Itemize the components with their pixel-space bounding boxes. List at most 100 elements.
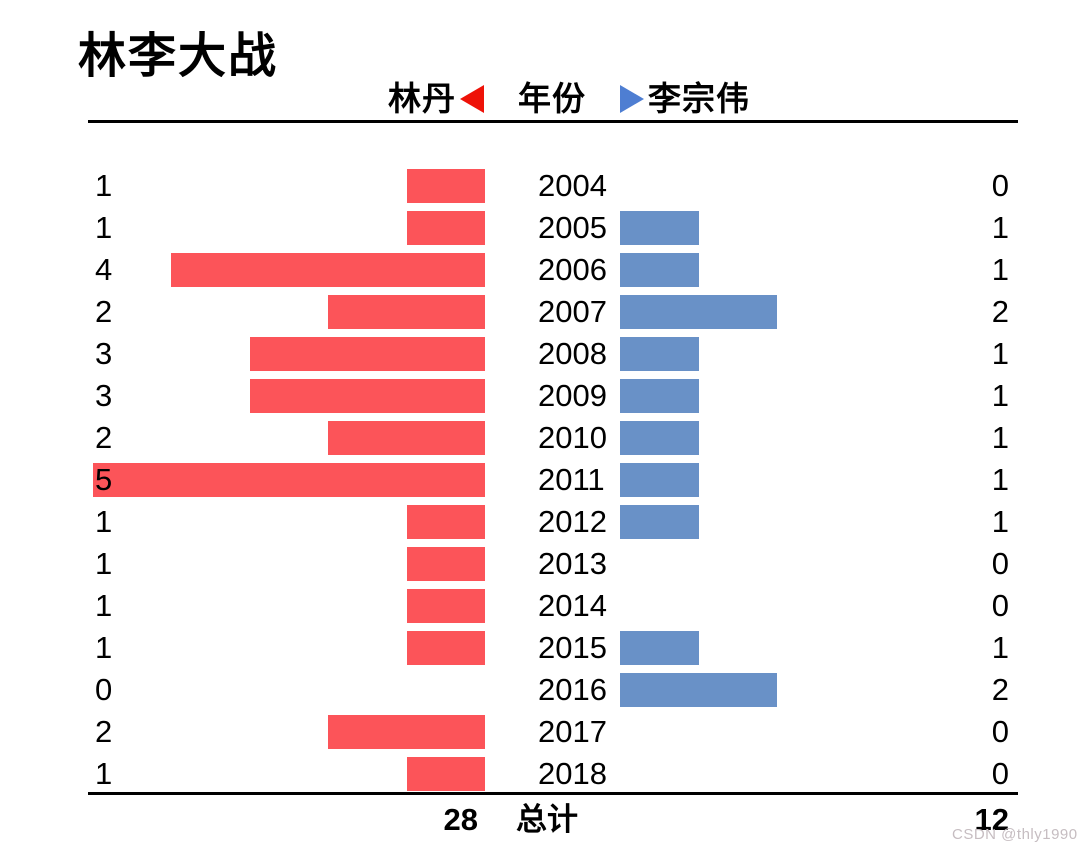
chart-row: 1 2015 1 [0, 627, 1078, 669]
lee-zong-wei-bar [620, 295, 777, 329]
chart-row: 5 2011 1 [0, 459, 1078, 501]
lee-zong-wei-bar [620, 253, 699, 287]
lin-dan-value: 1 [95, 588, 113, 623]
lin-dan-total: 28 [443, 802, 478, 837]
lee-zong-wei-value: 1 [991, 630, 1009, 665]
legend-lee-zong-wei: 李宗伟 [620, 78, 750, 120]
year-label: 2016 [538, 672, 607, 707]
chart-row: 1 2013 0 [0, 543, 1078, 585]
lin-dan-bar [406, 505, 485, 539]
lin-dan-bar [92, 463, 485, 497]
lin-dan-bar [249, 337, 485, 371]
legend-lin-dan-label: 林丹 [388, 80, 456, 117]
lin-dan-value: 2 [95, 714, 113, 749]
lee-zong-wei-total: 12 [974, 802, 1009, 837]
year-label: 2012 [538, 504, 607, 539]
year-label: 2008 [538, 336, 607, 371]
lin-dan-bar [406, 757, 485, 791]
lee-zong-wei-value: 1 [991, 462, 1009, 497]
chart-row: 1 2005 1 [0, 207, 1078, 249]
chart-row: 2 2010 1 [0, 417, 1078, 459]
lin-dan-bar [249, 379, 485, 413]
legend-lin-dan: 林丹 [388, 78, 484, 120]
totals-label: 总计 [516, 802, 578, 837]
lee-zong-wei-bar [620, 505, 699, 539]
year-label: 2015 [538, 630, 607, 665]
lin-dan-bar [328, 715, 485, 749]
year-label: 2013 [538, 546, 607, 581]
lee-zong-wei-bar [620, 211, 699, 245]
lin-dan-bar [406, 547, 485, 581]
chart-row: 1 2012 1 [0, 501, 1078, 543]
chart-title: 林李大战 [78, 30, 279, 83]
year-label: 2011 [538, 462, 605, 497]
lee-zong-wei-value: 0 [991, 168, 1009, 203]
lin-dan-bar [328, 421, 485, 455]
lee-zong-wei-bar [620, 673, 777, 707]
top-divider-line [88, 120, 1018, 123]
year-label: 2014 [538, 588, 607, 623]
lin-dan-value: 3 [95, 378, 113, 413]
lin-dan-bar [406, 169, 485, 203]
lin-dan-value: 1 [95, 546, 113, 581]
lee-zong-wei-value: 1 [991, 420, 1009, 455]
lee-zong-wei-value: 0 [991, 588, 1009, 623]
year-label: 2007 [538, 294, 607, 329]
lee-zong-wei-value: 1 [991, 378, 1009, 413]
lee-zong-wei-value: 0 [991, 756, 1009, 791]
left-arrow-icon [460, 85, 484, 113]
chart-row: 2 2007 2 [0, 291, 1078, 333]
chart-row: 4 2006 1 [0, 249, 1078, 291]
lin-dan-value: 3 [95, 336, 113, 371]
lee-zong-wei-bar [620, 337, 699, 371]
chart-row: 1 2018 0 [0, 753, 1078, 795]
lin-dan-value: 1 [95, 210, 113, 245]
legend: 林丹 年份 李宗伟 [0, 78, 1078, 120]
chart-row: 3 2008 1 [0, 333, 1078, 375]
lin-dan-value: 2 [95, 420, 113, 455]
year-label: 2009 [538, 378, 607, 413]
chart-row: 2 2017 0 [0, 711, 1078, 753]
legend-year-label: 年份 [518, 80, 586, 117]
lee-zong-wei-bar [620, 421, 699, 455]
lee-zong-wei-value: 1 [991, 336, 1009, 371]
legend-center: 年份 [518, 78, 586, 120]
year-label: 2005 [538, 210, 607, 245]
lee-zong-wei-value: 1 [991, 210, 1009, 245]
chart-row: 1 2014 0 [0, 585, 1078, 627]
lin-dan-value: 1 [95, 168, 113, 203]
bottom-divider-line [88, 792, 1018, 795]
lee-zong-wei-bar [620, 463, 699, 497]
legend-lee-zong-wei-label: 李宗伟 [648, 80, 750, 117]
lee-zong-wei-value: 2 [991, 672, 1009, 707]
lin-dan-value: 0 [95, 672, 113, 707]
year-label: 2018 [538, 756, 607, 791]
lin-dan-bar [406, 589, 485, 623]
right-arrow-icon [620, 85, 644, 113]
lee-zong-wei-bar [620, 631, 699, 665]
lee-zong-wei-value: 0 [991, 714, 1009, 749]
lin-dan-value: 1 [95, 630, 113, 665]
chart-row: 3 2009 1 [0, 375, 1078, 417]
lin-dan-value: 4 [95, 252, 113, 287]
lin-dan-bar [406, 631, 485, 665]
lee-zong-wei-bar [620, 379, 699, 413]
watermark: CSDN @thly1990 [952, 826, 1078, 843]
totals-row: 28 总计 12 [0, 798, 1078, 842]
lee-zong-wei-value: 0 [991, 546, 1009, 581]
chart-rows: 1 2004 0 1 2005 1 4 2006 1 2 2007 2 3 20… [0, 165, 1078, 795]
lee-zong-wei-value: 2 [991, 294, 1009, 329]
lin-dan-bar [328, 295, 485, 329]
lin-dan-bar [406, 211, 485, 245]
year-label: 2010 [538, 420, 607, 455]
year-label: 2004 [538, 168, 607, 203]
lin-dan-value: 5 [95, 462, 113, 497]
lin-dan-value: 1 [95, 756, 113, 791]
lee-zong-wei-value: 1 [991, 504, 1009, 539]
lin-dan-value: 1 [95, 504, 113, 539]
lin-dan-bar [171, 253, 485, 287]
chart-row: 1 2004 0 [0, 165, 1078, 207]
lin-dan-value: 2 [95, 294, 113, 329]
year-label: 2006 [538, 252, 607, 287]
